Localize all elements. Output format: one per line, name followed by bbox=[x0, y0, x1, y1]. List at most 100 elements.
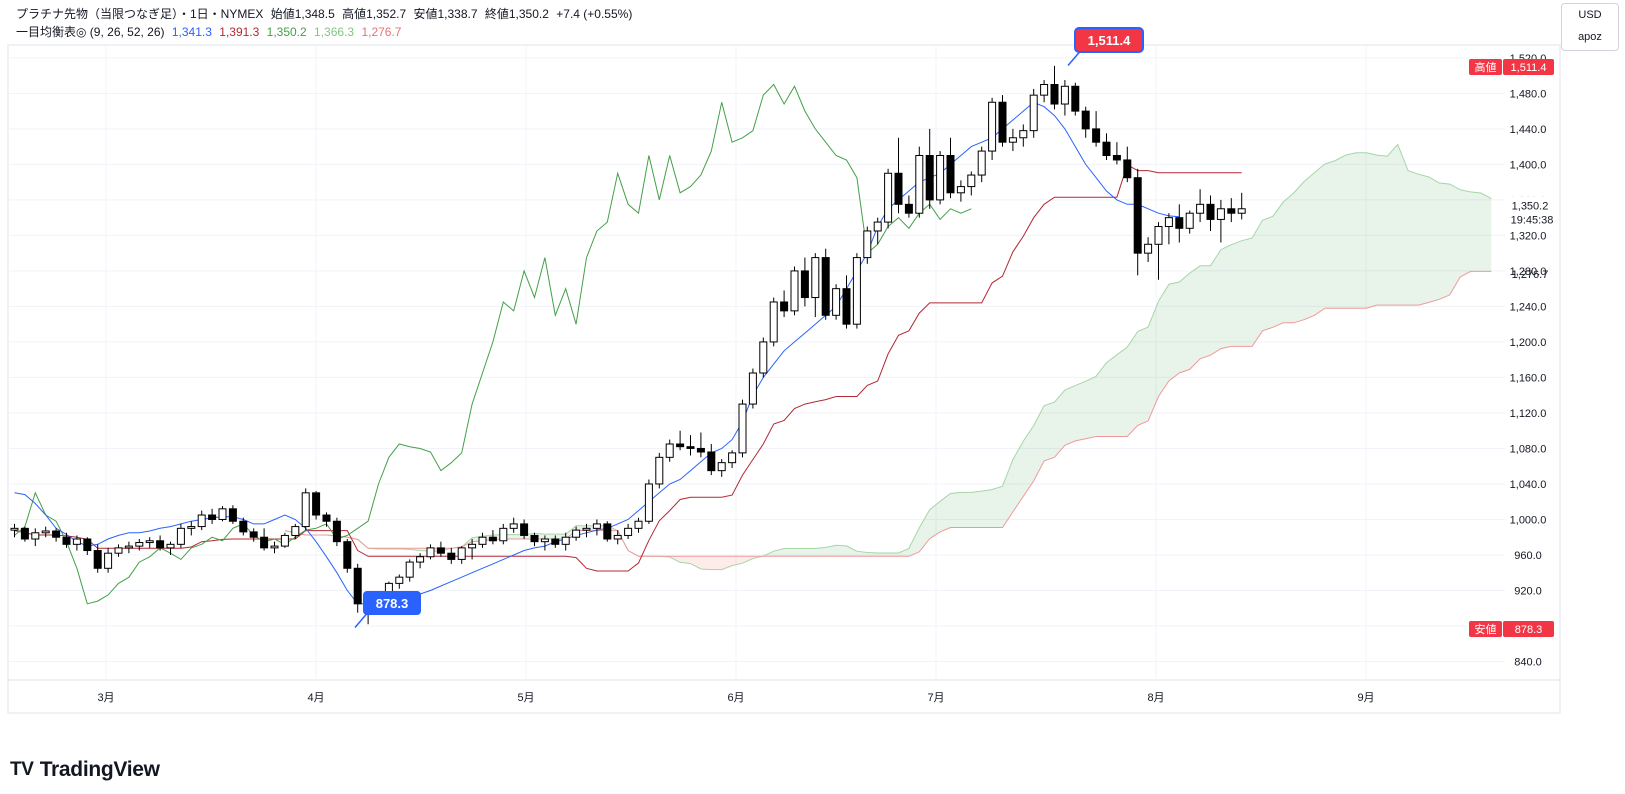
candle[interactable] bbox=[800, 257, 809, 307]
candle[interactable] bbox=[655, 452, 664, 489]
candle[interactable] bbox=[488, 530, 497, 545]
candle[interactable] bbox=[821, 248, 830, 320]
currency-unit-selector[interactable]: USD apoz bbox=[1561, 3, 1619, 51]
candle[interactable] bbox=[332, 517, 341, 547]
candle[interactable] bbox=[1206, 195, 1215, 231]
candle[interactable] bbox=[72, 535, 81, 551]
candle[interactable] bbox=[1050, 65, 1059, 110]
candle[interactable] bbox=[1175, 204, 1184, 243]
candle[interactable] bbox=[1060, 80, 1069, 116]
candle[interactable] bbox=[145, 537, 154, 548]
candle[interactable] bbox=[31, 528, 40, 547]
candle[interactable] bbox=[561, 532, 570, 551]
candle[interactable] bbox=[759, 337, 768, 378]
candle[interactable] bbox=[967, 171, 976, 196]
candle[interactable] bbox=[603, 521, 612, 542]
candle[interactable] bbox=[124, 541, 133, 554]
candle[interactable] bbox=[1123, 146, 1132, 183]
candle[interactable] bbox=[1008, 128, 1017, 152]
candle[interactable] bbox=[166, 541, 175, 555]
candle[interactable] bbox=[738, 399, 747, 458]
candle[interactable] bbox=[301, 488, 310, 531]
candle[interactable] bbox=[1029, 88, 1038, 138]
candle[interactable] bbox=[1040, 80, 1049, 103]
candle[interactable] bbox=[644, 479, 653, 524]
candle[interactable] bbox=[1112, 142, 1121, 165]
candle[interactable] bbox=[135, 538, 144, 551]
candle[interactable] bbox=[1237, 192, 1246, 220]
candle[interactable] bbox=[280, 532, 289, 548]
candle[interactable] bbox=[353, 563, 362, 613]
candle[interactable] bbox=[686, 435, 695, 456]
candle[interactable] bbox=[197, 510, 206, 531]
candle[interactable] bbox=[582, 523, 591, 538]
candle[interactable] bbox=[499, 523, 508, 545]
candle[interactable] bbox=[436, 541, 445, 557]
candle[interactable] bbox=[624, 523, 633, 539]
candle[interactable] bbox=[1164, 213, 1173, 245]
candle[interactable] bbox=[634, 517, 643, 533]
candle[interactable] bbox=[114, 544, 123, 557]
candle[interactable] bbox=[1144, 237, 1153, 263]
candle[interactable] bbox=[239, 517, 248, 536]
candle[interactable] bbox=[925, 128, 934, 209]
candle[interactable] bbox=[915, 146, 924, 218]
candle[interactable] bbox=[811, 253, 820, 318]
candle[interactable] bbox=[41, 526, 50, 538]
candle[interactable] bbox=[592, 519, 601, 536]
candle[interactable] bbox=[1216, 199, 1225, 243]
candle[interactable] bbox=[748, 368, 757, 409]
candle[interactable] bbox=[707, 444, 716, 476]
candle[interactable] bbox=[665, 439, 674, 462]
candle[interactable] bbox=[780, 290, 789, 318]
candle[interactable] bbox=[884, 168, 893, 229]
candle[interactable] bbox=[572, 526, 581, 541]
candle[interactable] bbox=[956, 180, 965, 202]
candle[interactable] bbox=[1019, 124, 1028, 147]
candle[interactable] bbox=[509, 517, 518, 533]
candle[interactable] bbox=[20, 526, 29, 542]
candle[interactable] bbox=[696, 432, 705, 458]
candle[interactable] bbox=[977, 146, 986, 183]
candle[interactable] bbox=[447, 547, 456, 564]
candle[interactable] bbox=[457, 546, 466, 564]
candle[interactable] bbox=[551, 535, 560, 548]
candle[interactable] bbox=[904, 195, 913, 218]
candle[interactable] bbox=[1185, 210, 1194, 234]
candle[interactable] bbox=[946, 137, 955, 199]
candle[interactable] bbox=[208, 508, 217, 524]
candle[interactable] bbox=[1081, 106, 1090, 138]
candle[interactable] bbox=[894, 137, 903, 214]
candle[interactable] bbox=[1227, 198, 1236, 223]
candle[interactable] bbox=[998, 95, 1007, 147]
candle[interactable] bbox=[863, 226, 872, 264]
indicator-legend[interactable]: 一目均衡表◎ (9, 26, 52, 26) 1,341.3 1,391.3 1… bbox=[16, 23, 401, 40]
candle[interactable] bbox=[530, 532, 539, 547]
candle[interactable] bbox=[936, 151, 945, 205]
candle[interactable] bbox=[520, 519, 529, 539]
candle[interactable] bbox=[676, 430, 685, 451]
candle[interactable] bbox=[176, 523, 185, 548]
candle[interactable] bbox=[270, 541, 279, 554]
candle[interactable] bbox=[104, 547, 113, 573]
candle[interactable] bbox=[832, 284, 841, 320]
candle[interactable] bbox=[1071, 82, 1080, 116]
candle[interactable] bbox=[62, 532, 71, 548]
candle[interactable] bbox=[613, 530, 622, 545]
candle[interactable] bbox=[1154, 222, 1163, 280]
candle[interactable] bbox=[260, 528, 269, 551]
candle[interactable] bbox=[468, 538, 477, 560]
candle[interactable] bbox=[52, 528, 61, 542]
candle[interactable] bbox=[842, 275, 851, 329]
candle[interactable] bbox=[395, 574, 404, 589]
candle[interactable] bbox=[426, 544, 435, 560]
candle[interactable] bbox=[1133, 168, 1142, 276]
candle[interactable] bbox=[83, 537, 92, 555]
candle[interactable] bbox=[790, 266, 799, 316]
candle[interactable] bbox=[218, 506, 227, 522]
tradingview-logo[interactable]: TV TradingView bbox=[10, 758, 160, 782]
candle[interactable] bbox=[156, 535, 165, 551]
candle[interactable] bbox=[769, 297, 778, 347]
candle[interactable] bbox=[852, 253, 861, 329]
